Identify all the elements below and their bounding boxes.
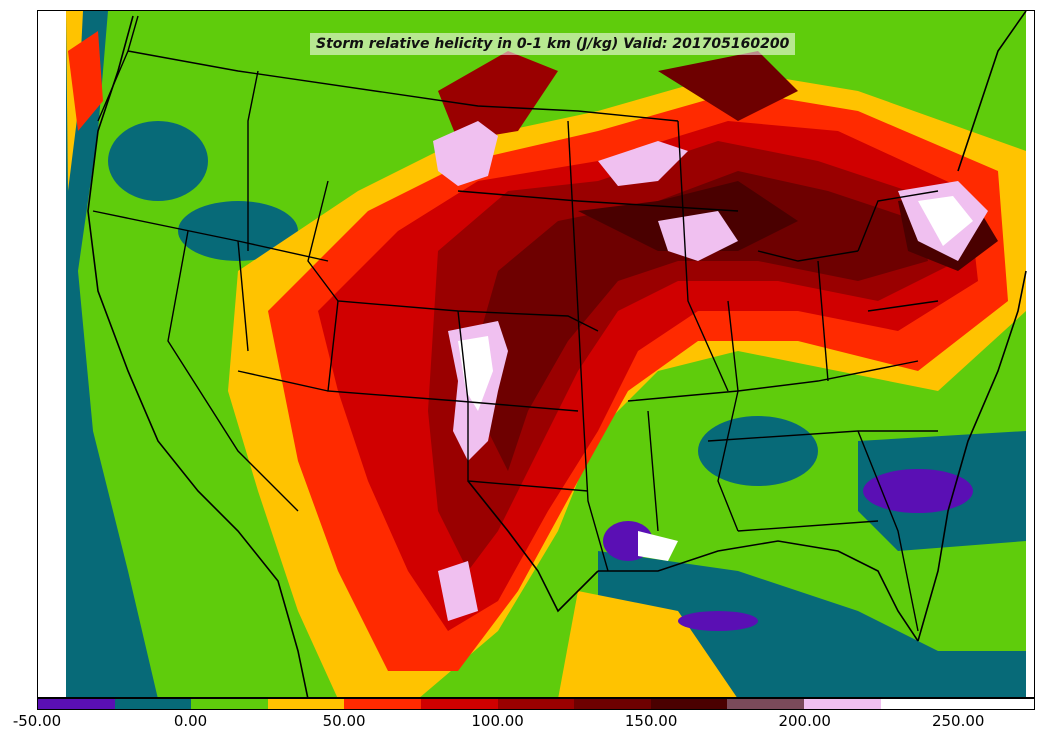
- colorbar-tick-label: -50.00: [12, 712, 62, 730]
- field-white-newyork: [918, 196, 973, 246]
- colorbar-bin: [38, 699, 115, 709]
- field-pink-dakota: [433, 121, 498, 186]
- colorbar-bin: [497, 699, 575, 709]
- colorbar-tick-label: 0.00: [173, 712, 208, 730]
- colorbar-bin: [804, 699, 881, 709]
- colorbar-bin: [114, 699, 192, 709]
- colorbar-tick-label: 50.00: [322, 712, 366, 730]
- coastlines: [87, 11, 1027, 697]
- colorbar-tick-label: 150.00: [624, 712, 678, 730]
- colorbar: [37, 698, 1035, 710]
- state-boundaries: [92, 15, 939, 632]
- colorbar-bin: [650, 699, 728, 709]
- field-teal-west: [66, 11, 158, 697]
- helicity-map-canvas: [66, 11, 1027, 697]
- colorbar-bin: [421, 699, 498, 709]
- field-teal-southeast: [698, 416, 818, 486]
- field-purple-gulf: [678, 611, 758, 631]
- colorbar-tick-label: 100.00: [471, 712, 524, 730]
- field-teal-pnw: [108, 121, 208, 201]
- colorbar-bin: [880, 699, 1034, 709]
- field-pink-iowa: [658, 211, 738, 261]
- colorbar-bin: [191, 699, 268, 709]
- field-maroon-north: [438, 51, 558, 141]
- colorbar-bin: [267, 699, 345, 709]
- colorbar-tick-label: 250.00: [931, 712, 985, 730]
- field-white-louisiana: [638, 531, 678, 561]
- colorbar-tick-label: 200.00: [778, 712, 831, 730]
- field-pink-mexico: [438, 561, 478, 621]
- field-deepred-north: [658, 51, 798, 121]
- field-yellow-gulf: [558, 591, 737, 697]
- colorbar-ticks: -50.00 0.00 50.00 100.00 150.00 200.00 250.00: [0, 712, 1044, 738]
- map-title: Storm relative helicity in 0-1 km (J/kg)…: [310, 33, 796, 55]
- field-pink-minnesota: [598, 141, 688, 186]
- field-purple-atlantic: [863, 469, 973, 513]
- field-deepred-central: [478, 171, 928, 471]
- field-red-nw: [68, 31, 103, 131]
- colorbar-bin: [574, 699, 651, 709]
- colorbar-bin: [727, 699, 805, 709]
- field-teal-intermountain: [178, 201, 298, 261]
- helicity-map: Storm relative helicity in 0-1 km (J/kg)…: [37, 10, 1035, 698]
- colorbar-bin: [344, 699, 422, 709]
